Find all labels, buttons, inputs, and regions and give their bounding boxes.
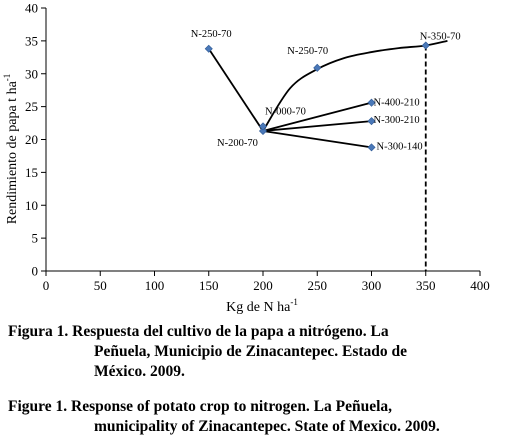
response-line <box>262 130 372 149</box>
chart-ticks: 0 50 100 150 200 250 300 350 400 0 5 10 15 20 25 30 35 40 <box>25 1 490 294</box>
x-axis-label-text: Kg de N ha <box>226 300 291 315</box>
x-axis-label: Kg de N ha-1 <box>226 297 298 315</box>
x-tick-label: 300 <box>362 278 382 293</box>
y-tick-label: 15 <box>25 165 38 180</box>
data-point <box>367 143 376 152</box>
chart-point-labels: N-250-70 N-200-70 N-000-70 N-250-70 N-400-21… <box>191 29 461 153</box>
y-tick-label: 5 <box>32 231 39 246</box>
yield-chart: 0 50 100 150 200 250 300 350 400 0 5 10 15 20 25 30 35 40… <box>2 1 490 316</box>
y-axis-label-text: Rendimiento de papa t ha <box>5 80 20 224</box>
x-tick-label: 150 <box>199 278 219 293</box>
data-point <box>204 44 213 53</box>
data-point <box>258 122 268 131</box>
data-point <box>313 63 322 72</box>
caption-es-line-3: México. 2009. <box>94 363 185 380</box>
caption-es-line-1: Figura 1. Respuesta del cultivo de la pa… <box>8 323 389 340</box>
x-tick-label: 350 <box>416 278 436 293</box>
point-label: N-400-210 <box>374 98 420 109</box>
point-label: N-250-70 <box>287 46 328 57</box>
chart-markers <box>204 41 430 152</box>
point-label: N-300-140 <box>377 141 423 152</box>
data-point <box>367 98 376 107</box>
y-tick-label: 20 <box>25 132 38 147</box>
y-tick-label: 40 <box>25 1 38 16</box>
figure-caption-english: Figure 1. Response of potato crop to nit… <box>8 397 504 437</box>
x-tick-label: 200 <box>253 278 273 293</box>
point-label: N-000-70 <box>265 106 306 117</box>
y-axis-label: Rendimiento de papa t ha-1 <box>2 74 20 225</box>
x-axis-label-unit: -1 <box>290 297 298 307</box>
x-tick-label: 50 <box>94 278 107 293</box>
data-point <box>258 126 268 135</box>
point-label: N-300-210 <box>374 115 420 126</box>
point-label: N-350-70 <box>420 31 461 42</box>
response-line <box>262 120 372 132</box>
y-axis-label-unit: -1 <box>2 74 12 82</box>
y-tick-label: 30 <box>25 66 38 81</box>
y-tick-label: 35 <box>25 33 38 48</box>
chart-lines <box>207 39 448 271</box>
response-line <box>207 48 264 132</box>
x-tick-label: 0 <box>43 278 50 293</box>
data-point <box>367 117 376 126</box>
x-tick-label: 100 <box>145 278 165 293</box>
caption-es-line-2: Peñuela, Municipio de Zinacantepec. Esta… <box>94 343 408 360</box>
y-tick-label: 25 <box>25 99 38 114</box>
figure-caption-spanish: Figura 1. Respuesta del cultivo de la pa… <box>8 322 504 382</box>
y-tick-label: 10 <box>25 198 38 213</box>
point-label: N-200-70 <box>217 138 258 149</box>
x-tick-label: 250 <box>308 278 328 293</box>
response-line <box>262 101 372 132</box>
caption-en-line-2: municipality of Zinacantepec. State of M… <box>94 418 440 435</box>
caption-en-line-1: Figure 1. Response of potato crop to nit… <box>8 398 393 415</box>
x-tick-label: 400 <box>470 278 490 293</box>
point-label: N-250-70 <box>191 29 232 40</box>
y-tick-label: 0 <box>32 264 39 279</box>
data-point <box>421 41 430 50</box>
